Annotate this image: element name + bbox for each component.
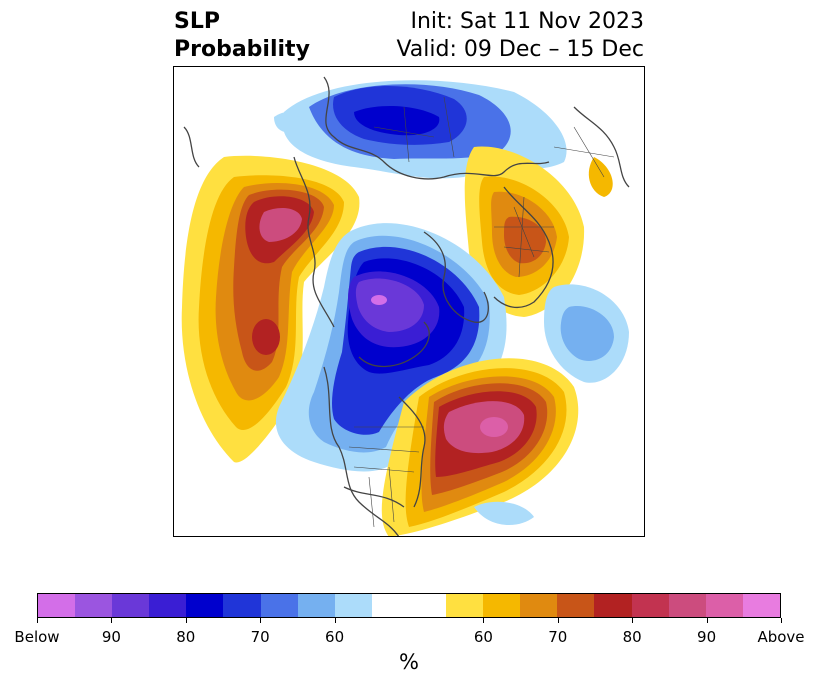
probability-map bbox=[173, 66, 645, 537]
colorbar-segment bbox=[223, 594, 261, 617]
probability-colorbar bbox=[37, 593, 781, 618]
map-title: SLP Probability bbox=[174, 8, 310, 64]
arctic-negative-anomaly bbox=[275, 223, 507, 472]
europe-positive-anomaly bbox=[464, 146, 613, 317]
colorbar-tick-mark bbox=[111, 618, 113, 623]
pacific-positive-anomaly bbox=[181, 155, 360, 463]
north-atlantic-negative-anomaly bbox=[274, 111, 629, 526]
map-date-info: Init: Sat 11 Nov 2023 Valid: 09 Dec – 15… bbox=[396, 8, 644, 64]
colorbar-tick-mark bbox=[260, 618, 262, 623]
colorbar-tick-label: 60 bbox=[473, 628, 493, 646]
colorbar-segment bbox=[38, 594, 76, 617]
country-borders bbox=[348, 96, 615, 528]
colorbar-tick-label: 80 bbox=[622, 628, 642, 646]
colorbar-segment bbox=[371, 594, 409, 617]
title-variable: SLP bbox=[174, 9, 220, 34]
colorbar-tick-mark bbox=[781, 618, 782, 623]
colorbar-segment bbox=[297, 594, 335, 617]
colorbar-tick-label: Below bbox=[14, 628, 60, 646]
colorbar-segment bbox=[186, 594, 224, 617]
colorbar-tick-mark bbox=[706, 618, 708, 623]
atlantic-positive-anomaly bbox=[381, 358, 579, 536]
colorbar-tick-label: 60 bbox=[325, 628, 345, 646]
colorbar-segment bbox=[408, 594, 447, 617]
colorbar-unit: % bbox=[399, 650, 419, 674]
colorbar-tick-label: 70 bbox=[548, 628, 568, 646]
colorbar-tick-label: Above bbox=[757, 628, 805, 646]
colorbar-segment bbox=[705, 594, 743, 617]
colorbar-tick-label: 70 bbox=[250, 628, 270, 646]
colorbar-segment bbox=[742, 594, 780, 617]
colorbar-tick-mark bbox=[334, 618, 336, 623]
colorbar-segment bbox=[631, 594, 669, 617]
colorbar-segment bbox=[334, 594, 372, 617]
colorbar-segment bbox=[520, 594, 558, 617]
colorbar-segment bbox=[446, 594, 484, 617]
title-type: Probability bbox=[174, 37, 310, 62]
colorbar-tick-label: 80 bbox=[176, 628, 196, 646]
colorbar-segment bbox=[112, 594, 150, 617]
colorbar-segment bbox=[483, 594, 521, 617]
colorbar-tick-label: 90 bbox=[697, 628, 717, 646]
init-date: Init: Sat 11 Nov 2023 bbox=[410, 9, 644, 34]
colorbar-tick-label: 90 bbox=[101, 628, 121, 646]
colorbar-segment bbox=[149, 594, 187, 617]
coastlines bbox=[183, 76, 630, 536]
colorbar-segment bbox=[557, 594, 595, 617]
colorbar-segment bbox=[260, 594, 298, 617]
colorbar-tick-mark bbox=[483, 618, 485, 623]
colorbar-segment bbox=[75, 594, 113, 617]
colorbar-tick-mark bbox=[185, 618, 187, 623]
colorbar-tick-mark bbox=[632, 618, 634, 623]
colorbar-segment bbox=[594, 594, 632, 617]
colorbar-segment bbox=[668, 594, 706, 617]
map-canvas bbox=[181, 76, 630, 536]
colorbar-tick-mark bbox=[37, 618, 38, 623]
colorbar-tick-mark bbox=[557, 618, 559, 623]
valid-range: Valid: 09 Dec – 15 Dec bbox=[396, 37, 644, 62]
